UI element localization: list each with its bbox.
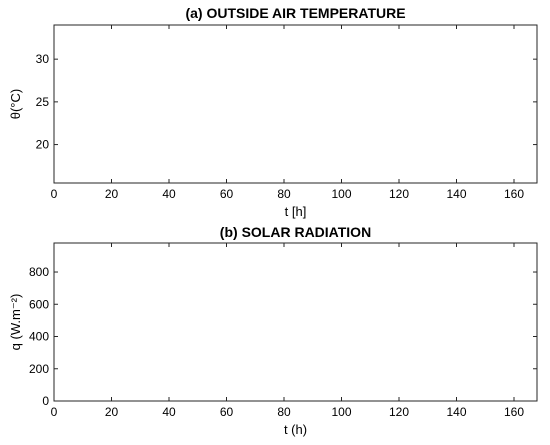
chart-title: (b) SOLAR RADIATION (220, 224, 371, 240)
y-tick-label: 30 (36, 52, 50, 66)
x-tick-label: 40 (162, 187, 176, 201)
x-tick-label: 120 (389, 187, 409, 201)
x-tick-label: 20 (105, 187, 119, 201)
x-tick-label: 80 (277, 405, 291, 419)
x-tick-label: 100 (331, 187, 351, 201)
y-axis-label: q (W.m⁻²) (8, 294, 23, 351)
y-axis-label: θ(°C) (8, 89, 23, 119)
temperature-chart: 0 20 40 60 80 100 120 140 160 20 25 30 (a) OUTSIDE A… (8, 5, 538, 219)
x-tick-label: 120 (389, 405, 409, 419)
x-tick-label: 140 (446, 405, 466, 419)
solar-radiation-chart: 0 20 40 60 80 100 120 140 160 0 200 400 600 800 (b) SO… (8, 224, 538, 437)
y-tick-label: 800 (29, 265, 49, 279)
y-tick-label: 600 (29, 297, 49, 311)
chart-title: (a) OUTSIDE AIR TEMPERATURE (185, 5, 405, 21)
y-tick-label: 20 (36, 138, 50, 152)
x-tick-label: 40 (162, 405, 176, 419)
x-axis-label: t [h] (285, 204, 307, 219)
x-tick-label: 60 (220, 405, 234, 419)
x-tick-label: 0 (51, 405, 58, 419)
x-axis-label: t (h) (284, 422, 307, 437)
x-tick-label: 60 (220, 187, 234, 201)
x-tick-label: 20 (105, 405, 119, 419)
y-tick-label: 0 (42, 394, 49, 408)
y-tick-label: 400 (29, 330, 49, 344)
x-tick-label: 160 (504, 187, 524, 201)
x-tick-label: 160 (504, 405, 524, 419)
axes-frame (53, 242, 538, 402)
axes-frame (53, 24, 538, 184)
y-tick-label: 25 (36, 95, 50, 109)
x-tick-label: 100 (331, 405, 351, 419)
y-tick-label: 200 (29, 362, 49, 376)
x-tick-label: 0 (51, 187, 58, 201)
x-tick-label: 140 (446, 187, 466, 201)
x-tick-label: 80 (277, 187, 291, 201)
